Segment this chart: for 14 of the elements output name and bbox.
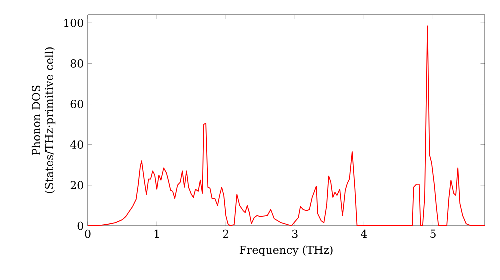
x-tick-label: 1 (154, 230, 159, 238)
y-tick-label: 80 (70, 60, 84, 68)
x-axis-title: Frequency (THz) (240, 246, 333, 257)
y-tick-label: 100 (64, 18, 84, 28)
y-tick-label: 60 (70, 100, 84, 108)
y-tick-label: 0 (78, 222, 84, 230)
x-tick-label: 4 (361, 230, 368, 238)
y-tick-label: 20 (70, 181, 84, 190)
y-axis-title: Phonon DOS (States/THz·primitive cell) (32, 48, 56, 194)
x-tick-label: 0 (85, 230, 91, 238)
y-tick-label: 40 (70, 140, 84, 150)
x-tick-label: 2 (223, 230, 229, 238)
x-tick-label: 5 (430, 230, 436, 238)
x-tick-label: 3 (292, 230, 298, 238)
